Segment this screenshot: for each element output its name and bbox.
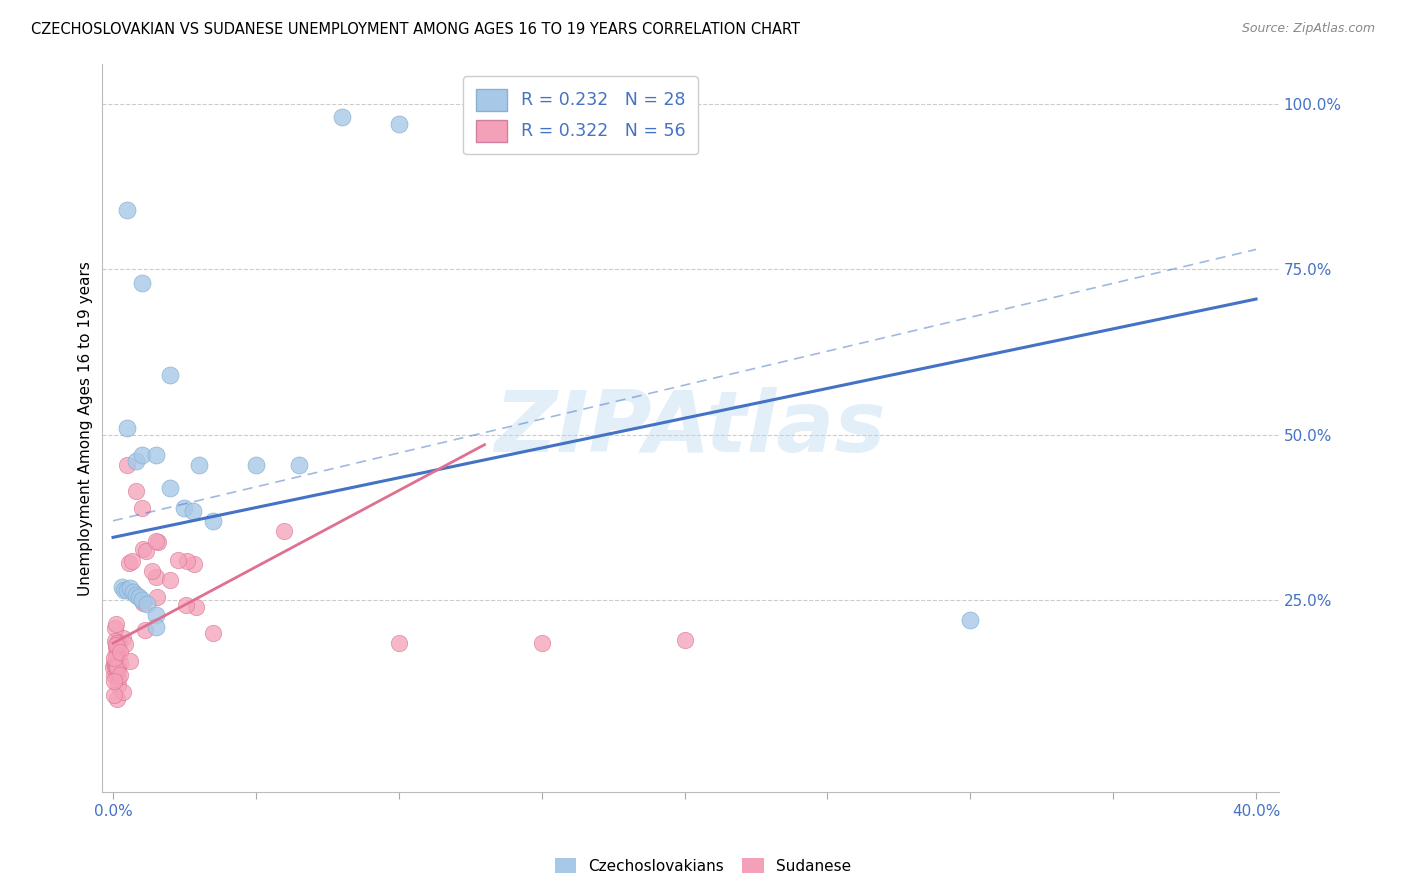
- Point: [245, 458, 267, 472]
- Point: [110, 645, 132, 659]
- Point: [104, 616, 127, 631]
- Point: [125, 454, 148, 468]
- Point: [114, 637, 136, 651]
- Point: [132, 541, 155, 556]
- Point: [174, 599, 197, 613]
- Point: [159, 481, 181, 495]
- Point: [107, 671, 129, 685]
- Point: [105, 647, 128, 661]
- Point: [135, 543, 157, 558]
- Point: [146, 535, 169, 549]
- Point: [103, 659, 125, 673]
- Point: [118, 557, 141, 571]
- Point: [105, 659, 128, 673]
- Point: [117, 583, 139, 598]
- Point: [181, 504, 204, 518]
- Point: [104, 640, 127, 655]
- Point: [112, 632, 135, 646]
- Text: ZIPAtlas: ZIPAtlas: [495, 386, 886, 469]
- Point: [673, 632, 696, 647]
- Point: [173, 500, 195, 515]
- Point: [103, 667, 125, 681]
- Point: [132, 597, 155, 611]
- Point: [145, 448, 167, 462]
- Point: [141, 565, 163, 579]
- Point: [145, 570, 167, 584]
- Point: [125, 483, 148, 498]
- Legend: Czechoslovakians, Sudanese: Czechoslovakians, Sudanese: [548, 852, 858, 880]
- Point: [104, 665, 127, 679]
- Point: [167, 553, 190, 567]
- Point: [128, 590, 150, 604]
- Point: [202, 626, 225, 640]
- Point: [330, 110, 353, 124]
- Text: CZECHOSLOVAKIAN VS SUDANESE UNEMPLOYMENT AMONG AGES 16 TO 19 YEARS CORRELATION C: CZECHOSLOVAKIAN VS SUDANESE UNEMPLOYMENT…: [31, 22, 800, 37]
- Point: [959, 613, 981, 627]
- Point: [145, 607, 167, 622]
- Point: [134, 623, 156, 637]
- Point: [145, 620, 167, 634]
- Point: [131, 276, 153, 290]
- Point: [288, 458, 311, 472]
- Point: [103, 657, 125, 671]
- Point: [105, 651, 128, 665]
- Point: [176, 554, 198, 568]
- Point: [184, 600, 207, 615]
- Point: [107, 663, 129, 677]
- Point: [105, 692, 128, 706]
- Point: [159, 574, 181, 588]
- Point: [388, 636, 411, 650]
- Point: [145, 533, 167, 548]
- Point: [104, 659, 127, 673]
- Point: [136, 597, 159, 611]
- Point: [107, 678, 129, 692]
- Point: [105, 658, 128, 673]
- Point: [107, 642, 129, 657]
- Point: [104, 633, 127, 648]
- Point: [103, 673, 125, 688]
- Text: Source: ZipAtlas.com: Source: ZipAtlas.com: [1241, 22, 1375, 36]
- Legend: R = 0.232   N = 28, R = 0.322   N = 56: R = 0.232 N = 28, R = 0.322 N = 56: [464, 77, 697, 154]
- Point: [103, 689, 125, 703]
- Point: [145, 591, 167, 605]
- Point: [187, 458, 209, 472]
- Point: [107, 635, 129, 649]
- Point: [117, 202, 139, 217]
- Point: [114, 583, 136, 598]
- Point: [111, 685, 134, 699]
- Point: [105, 638, 128, 652]
- Point: [159, 368, 181, 383]
- Point: [131, 500, 153, 515]
- Point: [110, 656, 132, 670]
- Point: [388, 117, 411, 131]
- Point: [121, 554, 143, 568]
- Point: [105, 636, 128, 650]
- Point: [104, 621, 127, 635]
- Point: [131, 448, 153, 462]
- Y-axis label: Unemployment Among Ages 16 to 19 years: Unemployment Among Ages 16 to 19 years: [79, 260, 93, 596]
- Point: [103, 651, 125, 665]
- Point: [183, 557, 205, 571]
- Point: [108, 668, 131, 682]
- Point: [110, 580, 132, 594]
- Point: [118, 654, 141, 668]
- Point: [530, 636, 553, 650]
- Point: [117, 421, 139, 435]
- Point: [117, 458, 139, 472]
- Point: [122, 585, 145, 599]
- Point: [202, 514, 225, 528]
- Point: [125, 588, 148, 602]
- Point: [131, 593, 153, 607]
- Point: [120, 582, 142, 596]
- Point: [273, 524, 295, 538]
